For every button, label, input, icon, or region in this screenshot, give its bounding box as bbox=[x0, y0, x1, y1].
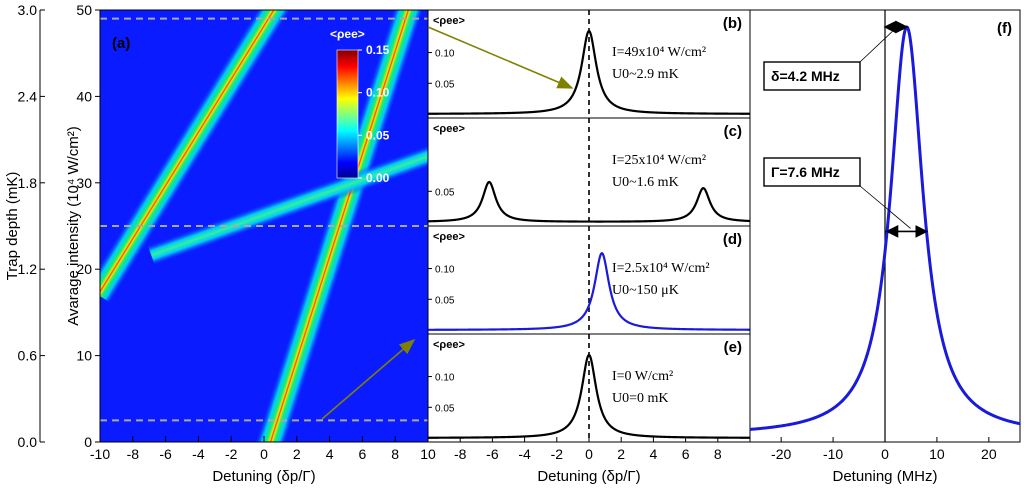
y-tick-label: 40 bbox=[76, 88, 92, 104]
trap-depth-annotation: U0~150 μK bbox=[612, 283, 679, 298]
spectrum-curve bbox=[428, 252, 751, 331]
x-tick-label: 4 bbox=[650, 446, 658, 462]
dashed-intensity-markers bbox=[100, 17, 428, 422]
shift-label: δ=4.2 MHz bbox=[771, 68, 840, 84]
trap-depth-annotation: U0~2.9 mK bbox=[612, 67, 679, 82]
x-tick-label: -2 bbox=[551, 446, 564, 462]
trap-depth-tick-label: 2.4 bbox=[18, 88, 38, 104]
width-leader bbox=[859, 185, 911, 229]
spectrum-curve bbox=[428, 29, 750, 115]
panel-label: (b) bbox=[723, 15, 742, 32]
y-tick-label: 0.05 bbox=[435, 79, 455, 90]
x-tick-label: -8 bbox=[454, 446, 467, 462]
line-panel-d: 0.05 0.10 <ρee> (d) I=2.5x10⁴ W/cm² U0~150 μK bbox=[428, 231, 751, 331]
x-tick-label: -6 bbox=[486, 446, 499, 462]
spectrum-curve bbox=[428, 353, 750, 439]
x-tick-label: 20 bbox=[981, 446, 997, 462]
y-tick-label: 0.10 bbox=[435, 49, 455, 60]
heatmap-axes: -10 -8 -6 -4 -2 0 2 4 6 8 10 0 10 20 30 40 50 0.0 0.6 1.2 1.… bbox=[18, 2, 436, 462]
x-tick-label: 10 bbox=[929, 446, 945, 462]
panel-label: (e) bbox=[724, 339, 742, 356]
intensity-annotation: I=25x10⁴ W/cm² bbox=[612, 153, 706, 168]
intensity-annotation: I=49x10⁴ W/cm² bbox=[612, 45, 706, 60]
x-tick-label: -10 bbox=[823, 446, 843, 462]
trap-depth-tick-label: 0.6 bbox=[18, 348, 38, 364]
arrow-to-panel-b bbox=[427, 26, 574, 89]
x-tick-label: -4 bbox=[518, 446, 531, 462]
arrow-to-panel-e bbox=[321, 338, 416, 420]
x-tick-label: -20 bbox=[771, 446, 791, 462]
y-tick-label: 0.05 bbox=[435, 187, 455, 198]
colorbar-tick-label: 0.05 bbox=[366, 128, 390, 142]
x-tick-label: -10 bbox=[90, 446, 110, 462]
y-axis-label: <ρee> bbox=[433, 15, 465, 27]
heatmap-panel-a: (a) <ρee> 0.000.050.100.15 -10 -8 -6 -4 -2 0 2… bbox=[18, 2, 436, 462]
colorbar: <ρee> 0.00 0.05 0.10 0.15 bbox=[330, 27, 390, 185]
trap-depth-annotation: U0~1.6 mK bbox=[612, 175, 679, 190]
x-tick-label: 10 bbox=[420, 446, 436, 462]
y-tick-label: 10 bbox=[76, 348, 92, 364]
panel-label: (d) bbox=[723, 231, 742, 248]
y-axis-label: <ρee> bbox=[433, 123, 465, 135]
x-tick-label: 8 bbox=[714, 446, 722, 462]
line-panel-c: 0.05 <ρee> (c) I=25x10⁴ W/cm² U0~1.6 mK bbox=[427, 123, 751, 223]
y-axis-label-intensity: Avarage intensity (10⁴ W/cm²) bbox=[65, 126, 82, 326]
intensity-annotation: I=2.5x10⁴ W/cm² bbox=[612, 261, 710, 276]
heatmap-ridge bbox=[253, 10, 426, 442]
x-tick-label: 0 bbox=[260, 446, 268, 462]
y-tick-label: 0.05 bbox=[435, 295, 455, 306]
colorbar-tick-label: 0.15 bbox=[366, 43, 390, 57]
trap-depth-tick-label: 3.0 bbox=[18, 2, 38, 18]
line-panel-b: 0.05 0.10 <ρee> (b) I=49x10⁴ W/cm² U0~2.9 mK bbox=[428, 15, 750, 115]
y-tick-label: 50 bbox=[76, 2, 92, 18]
y-tick-label: 0.10 bbox=[435, 373, 455, 384]
y-axis-label: <ρee> bbox=[433, 339, 465, 351]
intensity-annotation: I=0 W/cm² bbox=[612, 369, 673, 384]
x-tick-label: -6 bbox=[159, 446, 172, 462]
y-tick-label: 0.05 bbox=[435, 403, 455, 414]
y-tick-label: 0 bbox=[84, 434, 92, 450]
y-tick-label: 30 bbox=[76, 175, 92, 191]
x-tick-label: 0 bbox=[881, 446, 889, 462]
heatmap-ridge bbox=[147, 143, 428, 266]
x-tick-label: 6 bbox=[359, 446, 367, 462]
x-tick-label: -2 bbox=[225, 446, 238, 462]
x-axis-label-a: Detuning (δp/Γ) bbox=[212, 468, 315, 485]
pointer-arrows bbox=[321, 26, 574, 420]
x-tick-label: -8 bbox=[127, 446, 140, 462]
x-axis-label-shared: Detuning (δp/Γ) bbox=[537, 468, 640, 485]
x-axis-label-f: Detuning (MHz) bbox=[832, 468, 937, 485]
width-label: Γ=7.6 MHz bbox=[771, 164, 840, 180]
panel-label: (c) bbox=[724, 123, 742, 140]
trap-depth-annotation: U0=0 mK bbox=[612, 391, 669, 406]
y-tick-label: 0.10 bbox=[435, 265, 455, 276]
y-axis-label-trap-depth: Trap depth (mK) bbox=[4, 172, 21, 281]
spectrum-curve bbox=[427, 180, 751, 223]
x-tick-label: 2 bbox=[293, 446, 301, 462]
y-axis-label: <ρee> bbox=[433, 231, 465, 243]
x-tick-label: -4 bbox=[192, 446, 205, 462]
trap-depth-tick-label: 1.8 bbox=[18, 175, 38, 191]
x-tick-label: 6 bbox=[682, 446, 690, 462]
trap-depth-tick-label: 1.2 bbox=[18, 261, 38, 277]
line-panel-e: 0.05 0.10 <ρee> (e) I=0 W/cm² U0=0 mK bbox=[428, 339, 750, 439]
y-tick-label: 20 bbox=[76, 261, 92, 277]
colorbar-label: <ρee> bbox=[330, 27, 365, 41]
x-tick-label: 0 bbox=[585, 446, 593, 462]
shift-leader bbox=[859, 30, 894, 63]
lorentzian-curve bbox=[749, 25, 1021, 431]
colorbar-tick-label: 0.10 bbox=[366, 86, 390, 100]
x-tick-label: 2 bbox=[617, 446, 625, 462]
panel-label-a: (a) bbox=[112, 35, 130, 52]
trap-depth-tick-label: 0.0 bbox=[18, 434, 38, 450]
colorbar-tick-label: 0.00 bbox=[366, 171, 390, 185]
line-panel-f: δ=4.2 MHz Γ=7.6 MHz (f) -20 -10 0 10 20 bbox=[749, 9, 1021, 462]
panel-label-f: (f) bbox=[997, 20, 1012, 37]
x-tick-label: 8 bbox=[391, 446, 399, 462]
x-tick-label: 4 bbox=[326, 446, 334, 462]
